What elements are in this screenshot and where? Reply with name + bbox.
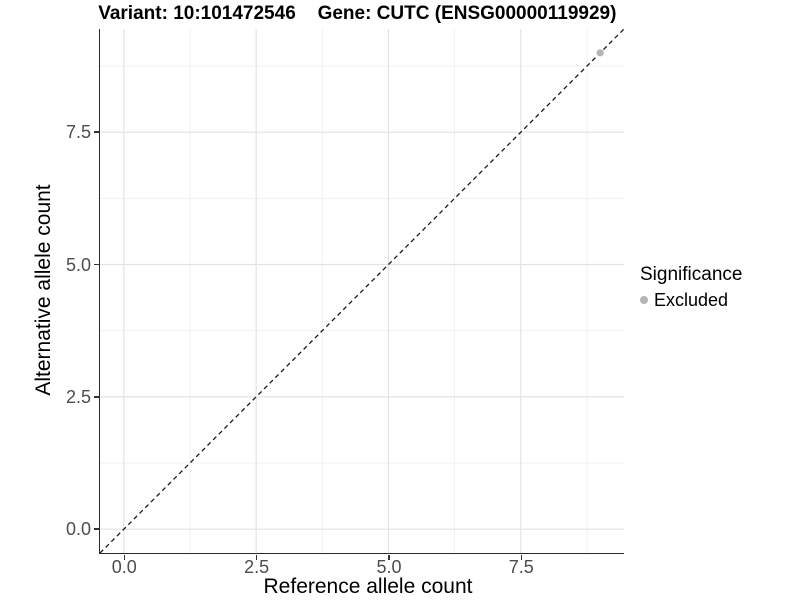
x-tick-label: 7.5 — [508, 557, 534, 577]
y-axis-tick — [93, 131, 99, 133]
legend-entry-label: Excluded — [654, 290, 729, 310]
legend-entry: Excluded — [640, 289, 742, 311]
y-axis-tick — [93, 263, 99, 266]
x-tick-label: 0.0 — [111, 557, 137, 577]
plot-panel — [99, 28, 625, 554]
y-tick-label: 0.0 — [65, 519, 91, 540]
plot-area-svg — [99, 28, 625, 554]
x-axis-tick — [123, 554, 126, 560]
plot-title-variant: Variant: 10:101472546 — [98, 3, 296, 24]
y-axis-tick — [93, 396, 99, 398]
legend-key-dot — [640, 296, 648, 304]
plot-title-gene: Gene: CUTC (ENSG00000119929) — [317, 3, 617, 24]
x-tick-label: 2.5 — [244, 557, 270, 577]
legend: Significance Excluded — [640, 263, 742, 311]
identity-line — [99, 28, 625, 554]
x-axis-tick — [388, 554, 390, 560]
legend-title: Significance — [640, 264, 743, 285]
x-axis-tick — [520, 554, 523, 560]
y-tick-label: 7.5 — [65, 122, 91, 143]
legend-items: Excluded — [640, 289, 742, 311]
x-axis-title: Reference allele count — [263, 575, 473, 598]
y-axis-tick — [93, 528, 99, 530]
x-tick-label: 5.0 — [376, 557, 402, 577]
x-axis-tick — [255, 554, 258, 560]
data-point-excluded — [596, 49, 604, 57]
y-tick-label: 2.5 — [65, 386, 91, 407]
y-tick-label: 5.0 — [65, 254, 91, 275]
y-axis-title: Alternative allele count — [32, 184, 55, 396]
